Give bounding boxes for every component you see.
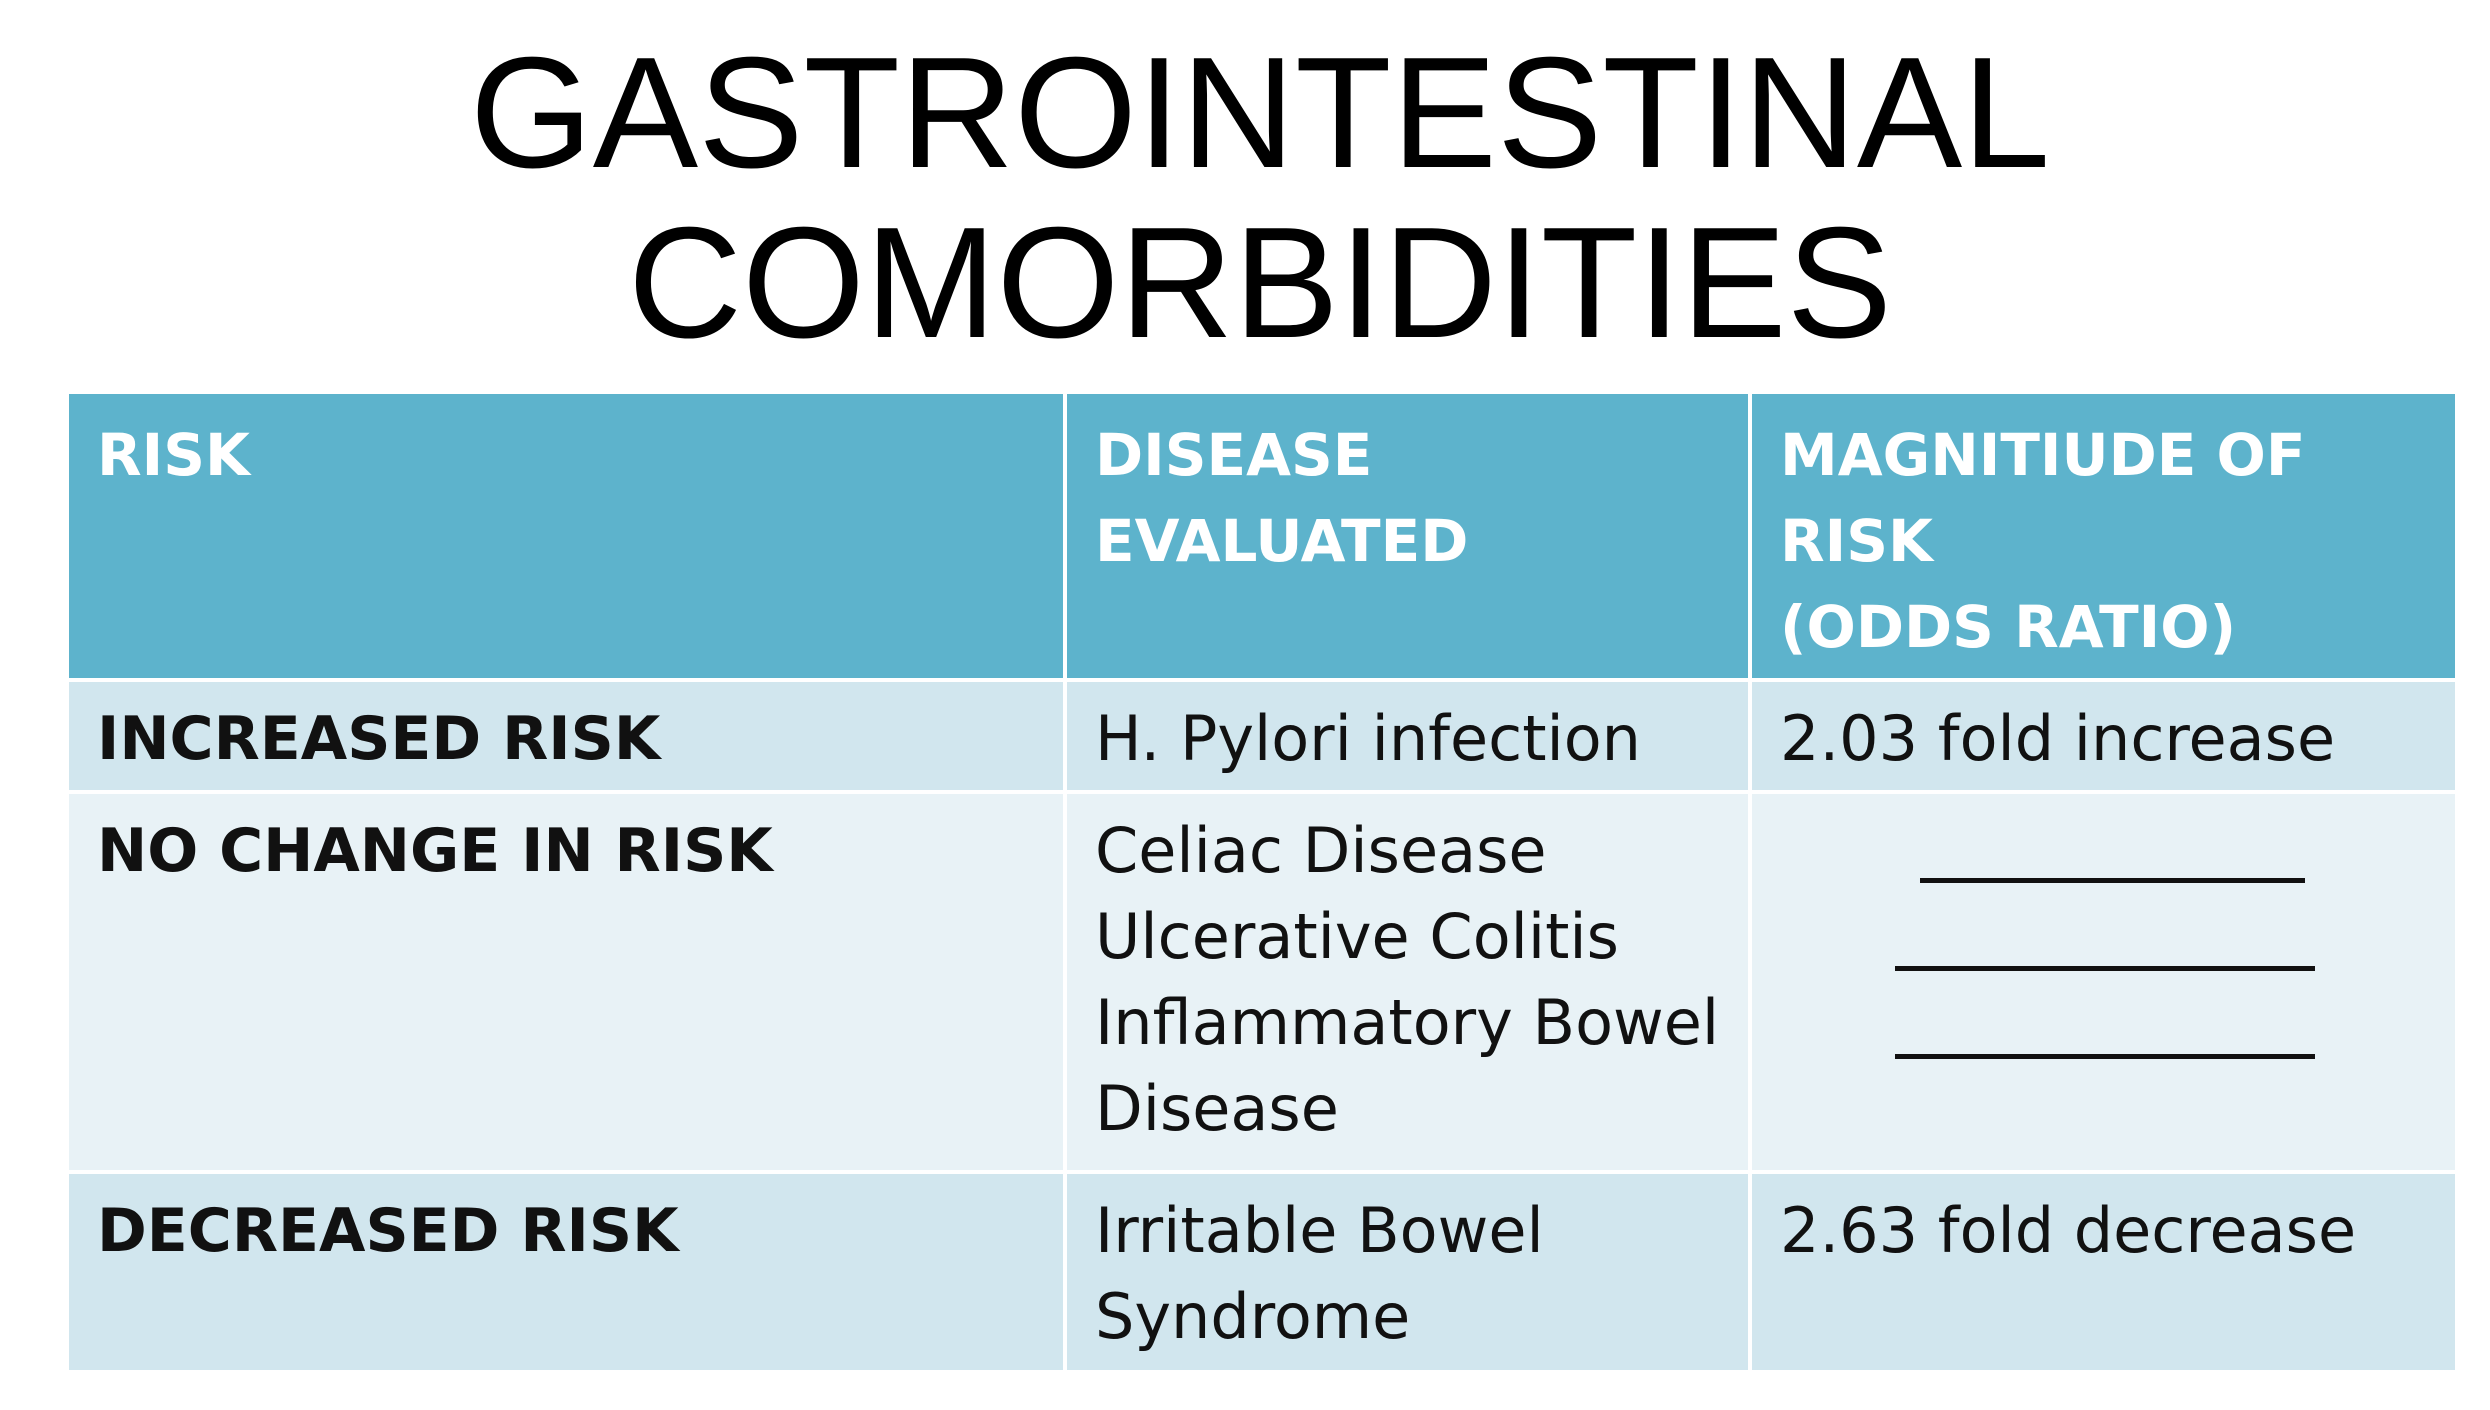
disease-line: Ulcerative Colitis [1095,900,1619,973]
header-disease-line-2: EVALUATED [1095,507,1469,575]
disease-line: H. Pylori infection [1095,702,1641,775]
blank-line-2 [1895,966,2315,971]
header-disease-evaluated: DISEASE EVALUATED [1063,390,1752,682]
risk-cell: NO CHANGE IN RISK [65,790,1067,1174]
disease-line: Syndrome [1095,1280,1411,1353]
risk-cell: DECREASED RISK [65,1170,1067,1374]
table-row: DECREASED RISK Irritable Bowel Syndrome … [65,1170,2459,1374]
magnitude-cell: 2.03 fold increase [1748,678,2459,794]
blank-line-3 [1895,1054,2315,1059]
header-magnitude-line-2: RISK [1780,507,1933,575]
disease-line: Celiac Disease [1095,814,1547,887]
risk-cell: INCREASED RISK [65,678,1067,794]
magnitude-cell [1748,790,2459,1174]
disease-line: Disease [1095,1072,1339,1145]
header-disease-line-1: DISEASE [1095,421,1373,489]
magnitude-cell: 2.63 fold decrease [1748,1170,2459,1374]
header-risk-line-1: RISK [97,421,250,489]
blank-answer-lines [1780,808,2427,1108]
disease-line: Irritable Bowel [1095,1194,1544,1267]
slide-title: GASTROINTESTINAL COMORBIDITIES [0,28,2490,368]
blank-line-1 [1920,878,2305,883]
table-row: NO CHANGE IN RISK Celiac Disease Ulcerat… [65,790,2459,1174]
slide-title-line-2: COMORBIDITIES [627,195,1893,371]
disease-cell: H. Pylori infection [1063,678,1752,794]
disease-line: Inflammatory Bowel [1095,986,1720,1059]
comorbidity-table: RISK DISEASE EVALUATED MAGNITIUDE OF RIS… [65,390,2459,1374]
disease-cell: Celiac Disease Ulcerative Colitis Inflam… [1063,790,1752,1174]
header-magnitude-line-1: MAGNITIUDE OF [1780,421,2306,489]
table-header-row: RISK DISEASE EVALUATED MAGNITIUDE OF RIS… [65,390,2459,682]
header-magnitude-of-risk: MAGNITIUDE OF RISK (ODDS RATIO) [1748,390,2459,682]
header-magnitude-line-3: (ODDS RATIO) [1780,593,2237,661]
table-row: INCREASED RISK H. Pylori infection 2.03 … [65,678,2459,794]
disease-cell: Irritable Bowel Syndrome [1063,1170,1752,1374]
slide-title-line-1: GASTROINTESTINAL [469,25,2051,201]
header-risk: RISK [65,390,1067,682]
